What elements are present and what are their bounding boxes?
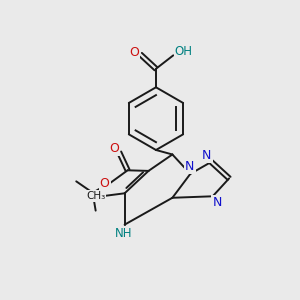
Text: N: N	[202, 149, 211, 162]
Text: O: O	[129, 46, 139, 59]
Text: NH: NH	[115, 227, 133, 240]
Text: CH₃: CH₃	[86, 191, 105, 201]
Text: N: N	[212, 196, 222, 209]
Text: O: O	[100, 177, 110, 190]
Text: OH: OH	[175, 45, 193, 58]
Text: O: O	[109, 142, 119, 155]
Text: N: N	[185, 160, 194, 173]
